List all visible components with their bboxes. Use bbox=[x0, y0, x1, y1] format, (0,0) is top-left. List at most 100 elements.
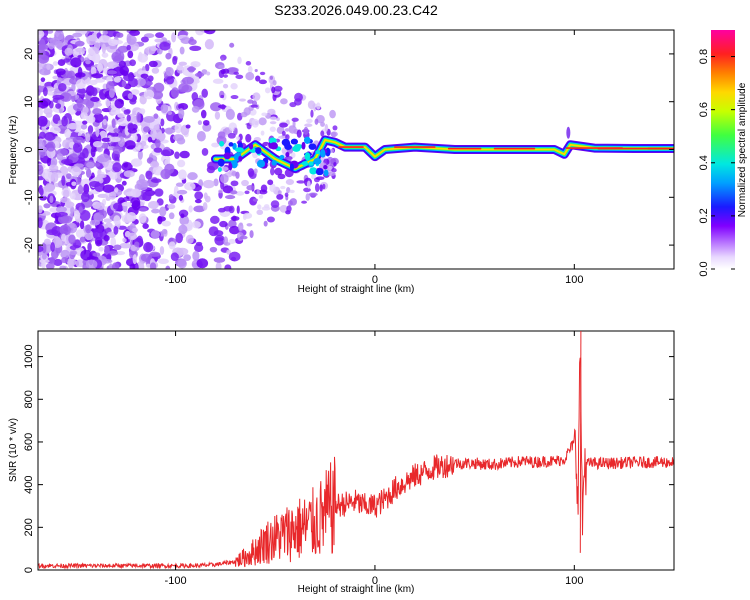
spectrogram-noise-blob bbox=[91, 73, 104, 79]
spectrogram-noise-blob bbox=[194, 191, 204, 200]
spectrogram-noise-blob bbox=[203, 192, 208, 200]
spectrogram-noise-blob bbox=[124, 140, 136, 150]
spectrogram-noise-blob bbox=[143, 126, 151, 133]
spectrogram-noise-blob bbox=[86, 161, 95, 168]
spectrogram-noise-blob bbox=[38, 48, 46, 58]
spectrogram-noise-blob bbox=[267, 179, 274, 186]
spectrogram-noise-blob bbox=[153, 124, 160, 130]
spectrogram-noise-blob bbox=[44, 184, 55, 192]
spectrogram-noise-blob bbox=[237, 222, 244, 232]
spectrogram-noise-blob bbox=[46, 157, 51, 167]
spectrogram-noise-blob bbox=[145, 170, 153, 180]
spectrogram-noise-blob bbox=[108, 191, 117, 200]
spectrogram-noise-blob bbox=[214, 111, 221, 120]
x-tick-label: 100 bbox=[565, 575, 583, 587]
spectrogram-noise-blob bbox=[308, 192, 318, 197]
spectrogram-noise-blob bbox=[131, 200, 141, 211]
spectrogram-noise-blob bbox=[143, 242, 154, 253]
spectrogram-noise-blob bbox=[264, 87, 271, 94]
spectrogram-noise-blob bbox=[315, 176, 325, 181]
x-tick-label: -100 bbox=[165, 575, 187, 587]
y-tick-label: -20 bbox=[23, 237, 35, 253]
spectrogram-noise-blob bbox=[93, 162, 101, 167]
spectrogram-noise-blob bbox=[138, 213, 147, 224]
spectrogram-noise-blob bbox=[151, 208, 160, 214]
spectrogram-noise-blob bbox=[228, 238, 236, 245]
spectrogram-noise-blob bbox=[230, 190, 238, 195]
spectrogram-noise-blob bbox=[327, 171, 336, 176]
spectrogram-noise-blob bbox=[89, 219, 101, 226]
spectrogram-noise-blob bbox=[102, 184, 115, 193]
spectrogram-noise-blob bbox=[220, 104, 226, 110]
spectrogram-noise-blob bbox=[164, 163, 175, 174]
spectrogram-noise-blob bbox=[82, 106, 89, 114]
spectrogram-noise-blob bbox=[185, 124, 191, 129]
spectrogram-noise-blob bbox=[85, 168, 92, 178]
spectrogram-noise-blob bbox=[150, 178, 162, 183]
spectrogram-noise-blob bbox=[56, 153, 64, 161]
spectrogram-noise-blob bbox=[228, 205, 235, 214]
spectrogram-noise-blob bbox=[178, 103, 189, 111]
spectrogram-noise-blob bbox=[174, 151, 180, 159]
spectrogram-noise-blob bbox=[173, 185, 179, 197]
spectrogram-noise-blob bbox=[195, 30, 205, 36]
spectrogram-noise-blob bbox=[151, 67, 160, 74]
spectrogram-noise-blob bbox=[66, 257, 77, 267]
spectrogram-noise-blob bbox=[258, 117, 267, 126]
spectrogram-noise-blob bbox=[217, 131, 226, 139]
spectrogram-noise-blob bbox=[94, 202, 105, 211]
spectrogram-noise-blob bbox=[42, 86, 48, 97]
spectrogram-noise-blob bbox=[81, 191, 90, 203]
colorbar-tick-label: 0.6 bbox=[698, 102, 710, 117]
chart-title: S233.2026.049.00.23.C42 bbox=[274, 2, 438, 18]
spectrogram-noise-blob bbox=[201, 69, 208, 75]
spectrogram-noise-blob bbox=[226, 249, 232, 255]
spectrogram-noise-blob bbox=[102, 67, 108, 74]
spectrogram-noise-blob bbox=[333, 162, 337, 167]
spectrogram-noise-blob bbox=[314, 118, 319, 125]
spectrogram-noise-blob bbox=[53, 258, 63, 267]
spectrogram-noise-blob bbox=[143, 115, 155, 123]
spectrogram-hot-spot bbox=[248, 143, 254, 150]
spectrogram-noise-blob bbox=[218, 64, 225, 69]
spectrogram-noise-blob bbox=[286, 205, 292, 213]
spectrogram-noise-blob bbox=[38, 107, 43, 118]
spectrogram-noise-blob bbox=[39, 131, 46, 139]
colorbar-tick-label: 0.0 bbox=[698, 261, 710, 276]
spectrogram-noise-blob bbox=[256, 209, 264, 215]
spectrogram-noise-blob bbox=[289, 101, 297, 108]
spectrogram-noise-blob bbox=[151, 90, 164, 100]
spectrogram-noise-blob bbox=[305, 193, 310, 201]
spectrogram-noise-blob bbox=[230, 83, 238, 90]
spectrogram-noise-blob bbox=[72, 166, 81, 173]
spectrogram-noise-blob bbox=[39, 195, 48, 201]
spectrogram-noise-blob bbox=[184, 182, 196, 191]
spectrogram-noise-blob bbox=[153, 82, 165, 93]
spectrogram-noise-blob bbox=[127, 122, 134, 131]
spectrogram-noise-blob bbox=[234, 127, 238, 135]
spectrogram-noise-blob bbox=[259, 71, 266, 76]
spectrogram-noise-blob bbox=[101, 142, 109, 149]
spectrogram-noise-blob bbox=[196, 130, 206, 142]
spectrogram-noise-blob bbox=[91, 32, 97, 39]
spectrogram-hot-spot bbox=[303, 136, 311, 144]
spectrogram-noise-blob bbox=[55, 206, 67, 213]
spectrogram-noise-blob bbox=[69, 192, 76, 200]
spectrogram-noise-blob bbox=[192, 250, 200, 261]
spectrogram-noise-blob bbox=[180, 213, 185, 219]
snr-x-axis-label: Height of straight line (km) bbox=[298, 584, 415, 595]
x-tick-label: 0 bbox=[372, 274, 378, 286]
spectrogram-noise-blob bbox=[52, 94, 65, 100]
spectrogram-noise-blob bbox=[111, 51, 120, 62]
spectrogram-noise-blob bbox=[41, 253, 47, 260]
spectrogram-noise-blob bbox=[209, 246, 218, 253]
colorbar-label: Normalized spectral amplitude bbox=[737, 82, 748, 217]
spectrogram-noise-blob bbox=[270, 200, 280, 209]
spectrogram-noise-blob bbox=[320, 121, 325, 127]
spectrogram-noise-blob bbox=[274, 167, 283, 176]
spectrogram-noise-blob bbox=[172, 134, 184, 142]
spectrogram-noise-blob bbox=[111, 118, 116, 129]
spectrogram-noise-blob bbox=[137, 149, 143, 160]
spectrogram-noise-blob bbox=[43, 203, 51, 209]
spectrogram-noise-blob bbox=[225, 108, 235, 120]
